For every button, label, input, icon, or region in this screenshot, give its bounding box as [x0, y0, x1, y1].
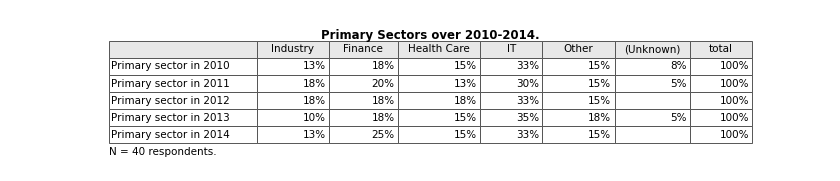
Bar	[329, 41, 398, 58]
Bar	[480, 75, 543, 92]
Text: 25%: 25%	[371, 130, 395, 140]
Bar	[690, 126, 752, 143]
Bar	[329, 58, 398, 75]
Text: 18%: 18%	[454, 96, 477, 106]
Text: Primary sector in 2011: Primary sector in 2011	[112, 79, 230, 89]
Bar	[543, 109, 615, 126]
Bar	[398, 41, 480, 58]
Text: Industry: Industry	[271, 44, 314, 54]
Bar	[480, 92, 543, 109]
Text: 30%: 30%	[516, 79, 539, 89]
Bar	[480, 58, 543, 75]
Bar	[398, 92, 480, 109]
Text: 100%: 100%	[719, 130, 749, 140]
Bar	[543, 126, 615, 143]
Text: Other: Other	[564, 44, 593, 54]
Bar	[329, 92, 398, 109]
Text: 15%: 15%	[454, 113, 477, 123]
Bar	[109, 109, 257, 126]
Bar	[398, 126, 480, 143]
Bar	[615, 75, 690, 92]
Bar	[690, 92, 752, 109]
Text: Primary sector in 2013: Primary sector in 2013	[112, 113, 230, 123]
Text: 33%: 33%	[516, 130, 539, 140]
Text: 20%: 20%	[371, 79, 395, 89]
Bar	[543, 41, 615, 58]
Text: Primary Sectors over 2010-2014.: Primary Sectors over 2010-2014.	[321, 30, 540, 42]
Bar	[398, 75, 480, 92]
Text: 5%: 5%	[670, 79, 687, 89]
Text: IT: IT	[507, 44, 516, 54]
Bar	[480, 41, 543, 58]
Bar	[615, 109, 690, 126]
Text: 15%: 15%	[588, 79, 612, 89]
Bar	[257, 75, 329, 92]
Bar	[257, 41, 329, 58]
Text: 18%: 18%	[371, 61, 395, 71]
Bar	[615, 92, 690, 109]
Text: 5%: 5%	[670, 113, 687, 123]
Text: 100%: 100%	[719, 79, 749, 89]
Bar	[257, 58, 329, 75]
Bar	[257, 126, 329, 143]
Text: (Unknown): (Unknown)	[624, 44, 680, 54]
Text: 100%: 100%	[719, 96, 749, 106]
Text: 13%: 13%	[454, 79, 477, 89]
Bar	[109, 126, 257, 143]
Bar	[480, 126, 543, 143]
Bar	[543, 75, 615, 92]
Text: 10%: 10%	[302, 113, 326, 123]
Bar	[398, 109, 480, 126]
Bar	[543, 58, 615, 75]
Text: 8%: 8%	[670, 61, 687, 71]
Bar	[109, 92, 257, 109]
Text: total: total	[709, 44, 733, 54]
Bar	[329, 75, 398, 92]
Bar	[690, 41, 752, 58]
Text: 15%: 15%	[454, 130, 477, 140]
Bar	[109, 58, 257, 75]
Bar	[257, 92, 329, 109]
Text: 15%: 15%	[588, 130, 612, 140]
Text: 15%: 15%	[588, 61, 612, 71]
Text: Finance: Finance	[344, 44, 383, 54]
Text: 33%: 33%	[516, 96, 539, 106]
Text: N = 40 respondents.: N = 40 respondents.	[109, 147, 217, 157]
Text: 18%: 18%	[302, 79, 326, 89]
Text: 35%: 35%	[516, 113, 539, 123]
Bar	[615, 126, 690, 143]
Text: Health Care: Health Care	[408, 44, 470, 54]
Bar	[615, 58, 690, 75]
Text: 15%: 15%	[454, 61, 477, 71]
Bar	[615, 41, 690, 58]
Bar	[329, 109, 398, 126]
Text: 18%: 18%	[302, 96, 326, 106]
Bar	[543, 92, 615, 109]
Bar	[329, 126, 398, 143]
Text: Primary sector in 2010: Primary sector in 2010	[112, 61, 230, 71]
Text: 18%: 18%	[588, 113, 612, 123]
Text: Primary sector in 2014: Primary sector in 2014	[112, 130, 230, 140]
Text: 33%: 33%	[516, 61, 539, 71]
Bar	[109, 75, 257, 92]
Text: 100%: 100%	[719, 113, 749, 123]
Bar	[690, 75, 752, 92]
Text: 100%: 100%	[719, 61, 749, 71]
Text: 13%: 13%	[302, 61, 326, 71]
Bar	[398, 58, 480, 75]
Text: 18%: 18%	[371, 96, 395, 106]
Bar	[690, 109, 752, 126]
Text: Primary sector in 2012: Primary sector in 2012	[112, 96, 230, 106]
Text: 18%: 18%	[371, 113, 395, 123]
Text: 13%: 13%	[302, 130, 326, 140]
Bar	[257, 109, 329, 126]
Bar	[480, 109, 543, 126]
Text: 15%: 15%	[588, 96, 612, 106]
Bar	[109, 41, 257, 58]
Bar	[690, 58, 752, 75]
